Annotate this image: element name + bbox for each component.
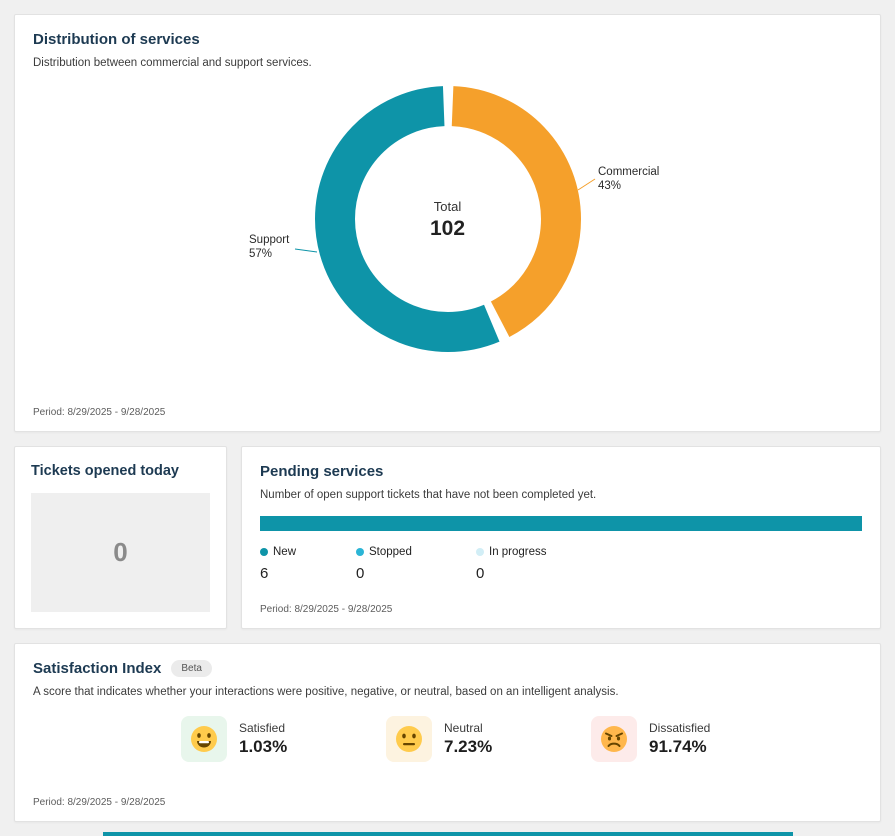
donut-chart[interactable]: Total 102 bbox=[308, 79, 588, 359]
new-dot-icon bbox=[260, 548, 268, 556]
bottom-teal-strip bbox=[102, 832, 793, 836]
satisfied-label: Satisfied bbox=[239, 721, 286, 735]
pending-subtitle: Number of open support tickets that have… bbox=[260, 489, 597, 501]
donut-total-value: 102 bbox=[429, 217, 466, 240]
happy-face-icon bbox=[191, 726, 217, 752]
donut-svg[interactable] bbox=[308, 79, 588, 359]
legend-value-new: 6 bbox=[260, 565, 269, 582]
distribution-period: Period: 8/29/2025 - 9/28/2025 bbox=[33, 407, 166, 418]
pending-legend: New 6 Stopped 0 In progress 0 bbox=[260, 546, 862, 582]
satisfaction-subtitle: A score that indicates whether your inte… bbox=[33, 686, 619, 698]
satisfaction-stats: Satisfied 1.03% Neutral 7.23% bbox=[181, 716, 862, 762]
tickets-today-card: Tickets opened today 0 bbox=[14, 446, 227, 629]
neutral-face-icon bbox=[396, 726, 422, 752]
stat-dissatisfied: Dissatisfied 91.74% bbox=[591, 716, 796, 762]
inprogress-dot-icon bbox=[476, 548, 484, 556]
stat-neutral: Neutral 7.23% bbox=[386, 716, 591, 762]
support-callout-name: Support bbox=[249, 234, 290, 246]
donut-segment[interactable] bbox=[314, 86, 581, 352]
middle-row: Tickets opened today 0 Pending services … bbox=[14, 446, 881, 629]
dissatisfied-label: Dissatisfied bbox=[649, 721, 711, 735]
satisfaction-period: Period: 8/29/2025 - 9/28/2025 bbox=[33, 797, 166, 808]
commercial-callout-name: Commercial bbox=[598, 166, 660, 178]
satisfaction-title: Satisfaction Index bbox=[33, 660, 162, 677]
beta-badge: Beta bbox=[171, 660, 212, 677]
pending-title: Pending services bbox=[260, 463, 384, 480]
legend-label-stopped: Stopped bbox=[369, 546, 412, 558]
legend-label-new: New bbox=[273, 546, 297, 558]
satisfaction-card: Satisfaction Index Beta A score that ind… bbox=[14, 643, 881, 822]
donut-center-label: Total 102 bbox=[308, 199, 588, 241]
commercial-callout-pct: 43% bbox=[598, 180, 622, 192]
legend-item-inprogress: In progress 0 bbox=[476, 546, 547, 582]
tickets-today-title: Tickets opened today bbox=[31, 463, 179, 479]
neutral-label: Neutral bbox=[444, 721, 483, 735]
pending-services-card: Pending services Number of open support … bbox=[241, 446, 881, 629]
commercial-callout: Commercial 43% bbox=[598, 165, 659, 193]
pending-bar-segment[interactable] bbox=[260, 516, 862, 531]
donut-chart-area: Total 102 Commercial 43% Support 57% bbox=[33, 73, 862, 385]
tickets-today-box: 0 bbox=[31, 493, 210, 612]
angry-face-icon bbox=[601, 726, 627, 752]
tickets-today-value: 0 bbox=[113, 537, 128, 567]
satisfied-value: 1.03% bbox=[239, 737, 288, 756]
legend-item-new: New 6 bbox=[260, 546, 332, 582]
support-callout: Support 57% bbox=[249, 233, 289, 261]
distribution-card: Distribution of services Distribution be… bbox=[14, 14, 881, 432]
distribution-title: Distribution of services bbox=[33, 31, 200, 48]
support-callout-pct: 57% bbox=[249, 248, 273, 260]
pending-period: Period: 8/29/2025 - 9/28/2025 bbox=[260, 604, 393, 615]
neutral-tile bbox=[386, 716, 432, 762]
dissatisfied-tile bbox=[591, 716, 637, 762]
dissatisfied-value: 91.74% bbox=[649, 737, 707, 756]
neutral-value: 7.23% bbox=[444, 737, 493, 756]
legend-value-inprogress: 0 bbox=[476, 565, 485, 582]
pending-bar-chart[interactable] bbox=[260, 516, 862, 531]
legend-label-inprogress: In progress bbox=[489, 546, 547, 558]
stat-satisfied: Satisfied 1.03% bbox=[181, 716, 386, 762]
legend-item-stopped: Stopped 0 bbox=[356, 546, 452, 582]
donut-total-label: Total bbox=[433, 199, 462, 214]
stopped-dot-icon bbox=[356, 548, 364, 556]
distribution-subtitle: Distribution between commercial and supp… bbox=[33, 57, 312, 69]
legend-value-stopped: 0 bbox=[356, 565, 365, 582]
satisfied-tile bbox=[181, 716, 227, 762]
donut-segment[interactable] bbox=[314, 86, 581, 352]
